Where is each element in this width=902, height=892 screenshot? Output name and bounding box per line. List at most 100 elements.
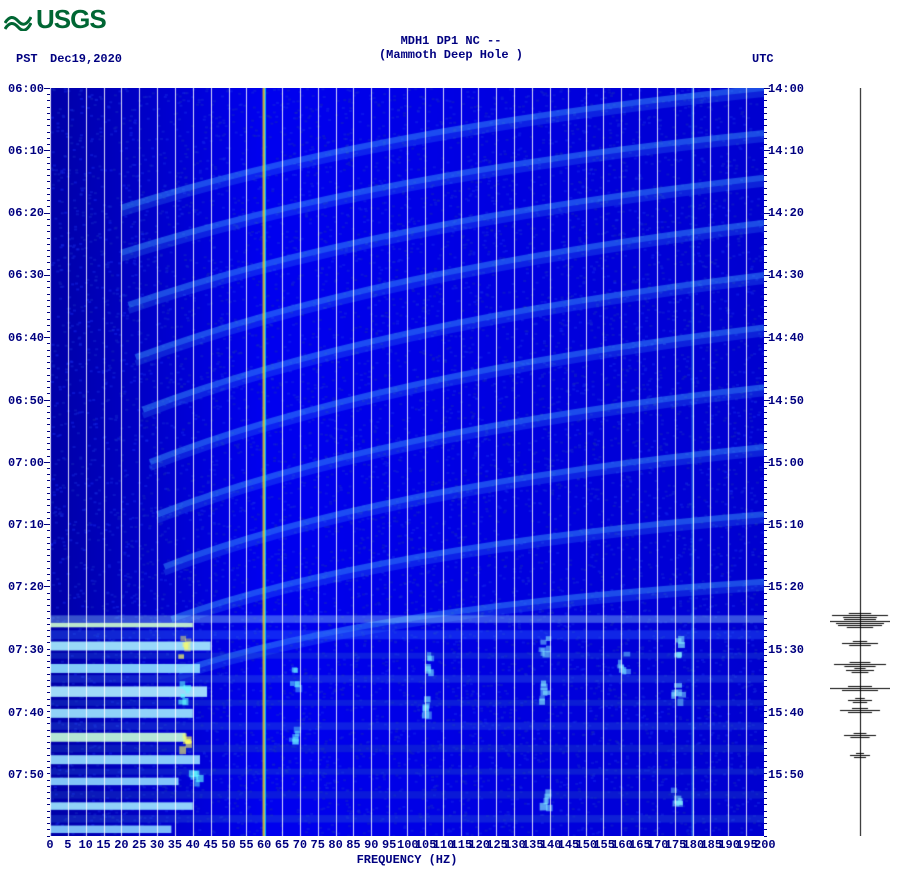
y-axis-right: 14:0014:1014:2014:3014:4014:5015:0015:10… xyxy=(768,88,810,836)
y-tick-mark xyxy=(764,175,767,176)
y-tick-mark xyxy=(764,748,767,749)
y-left-tick-label: 06:00 xyxy=(8,82,50,96)
y-tick-mark xyxy=(764,755,767,756)
y-tick-mark xyxy=(764,412,767,413)
utc-label: UTC xyxy=(752,52,774,66)
y-tick-mark xyxy=(764,829,767,830)
y-tick-mark xyxy=(764,262,767,263)
y-tick-mark xyxy=(764,269,767,270)
y-left-tick-label: 06:30 xyxy=(8,268,50,282)
usgs-text: USGS xyxy=(36,4,106,35)
y-tick-mark xyxy=(764,593,767,594)
y-right-tick-label: 14:00 xyxy=(768,82,810,96)
y-tick-mark xyxy=(764,437,767,438)
y-tick-mark xyxy=(764,543,767,544)
y-right-tick-label: 15:40 xyxy=(768,706,810,720)
y-tick-mark xyxy=(764,823,767,824)
station-id: MDH1 DP1 NC -- xyxy=(0,34,902,48)
y-tick-mark xyxy=(764,804,767,805)
y-tick-mark xyxy=(764,674,767,675)
y-right-tick-label: 15:20 xyxy=(768,580,810,594)
y-tick-mark xyxy=(764,767,767,768)
y-tick-mark xyxy=(764,132,767,133)
y-right-tick-label: 14:10 xyxy=(768,144,810,158)
y-tick-mark xyxy=(764,225,767,226)
spectrogram-canvas xyxy=(50,88,764,836)
y-axis-left: 06:0006:1006:2006:3006:4006:5007:0007:10… xyxy=(8,88,50,836)
y-tick-mark xyxy=(764,281,767,282)
y-tick-mark xyxy=(764,518,767,519)
y-tick-mark xyxy=(764,642,767,643)
y-tick-mark xyxy=(764,343,767,344)
y-tick-mark xyxy=(764,836,767,837)
y-tick-mark xyxy=(764,811,767,812)
y-tick-mark xyxy=(764,393,767,394)
y-tick-mark xyxy=(764,780,767,781)
y-tick-mark xyxy=(764,636,767,637)
y-tick-mark xyxy=(764,194,767,195)
y-tick-mark xyxy=(764,107,767,108)
y-tick-mark xyxy=(764,699,767,700)
y-tick-mark xyxy=(764,119,767,120)
y-tick-mark xyxy=(764,512,767,513)
y-tick-mark xyxy=(764,231,767,232)
y-tick-mark xyxy=(764,686,767,687)
y-right-tick-label: 15:00 xyxy=(768,456,810,470)
amplitude-strip xyxy=(830,88,890,836)
x-axis-title: FREQUENCY (HZ) xyxy=(50,853,764,867)
y-tick-mark xyxy=(764,294,767,295)
date-label: Dec19,2020 xyxy=(50,52,122,66)
y-tick-mark xyxy=(764,605,767,606)
y-tick-mark xyxy=(764,537,767,538)
y-tick-mark xyxy=(764,723,767,724)
y-tick-mark xyxy=(764,667,767,668)
y-tick-mark xyxy=(764,306,767,307)
y-tick-mark xyxy=(764,418,767,419)
y-tick-mark xyxy=(764,618,767,619)
y-tick-mark xyxy=(764,474,767,475)
y-tick-mark xyxy=(764,219,767,220)
y-left-tick-label: 06:50 xyxy=(8,394,50,408)
y-left-tick-label: 06:20 xyxy=(8,206,50,220)
y-tick-mark xyxy=(764,287,767,288)
spectrogram-plot xyxy=(50,88,764,836)
y-tick-mark xyxy=(764,649,767,650)
y-right-tick-label: 14:50 xyxy=(768,394,810,408)
y-right-tick-label: 14:30 xyxy=(768,268,810,282)
y-left-tick-label: 07:20 xyxy=(8,580,50,594)
y-tick-mark xyxy=(764,655,767,656)
y-tick-mark xyxy=(764,561,767,562)
y-right-tick-label: 14:40 xyxy=(768,331,810,345)
y-tick-mark xyxy=(764,624,767,625)
y-tick-mark xyxy=(764,169,767,170)
y-tick-mark xyxy=(764,188,767,189)
amplitude-canvas xyxy=(830,88,890,836)
y-tick-mark xyxy=(764,580,767,581)
y-tick-mark xyxy=(764,163,767,164)
y-tick-mark xyxy=(764,238,767,239)
y-tick-mark xyxy=(764,530,767,531)
y-tick-mark xyxy=(764,256,767,257)
y-tick-mark xyxy=(764,499,767,500)
y-tick-mark xyxy=(764,792,767,793)
y-tick-mark xyxy=(764,798,767,799)
y-tick-mark xyxy=(764,736,767,737)
y-tick-mark xyxy=(764,630,767,631)
y-right-tick-label: 14:20 xyxy=(768,206,810,220)
y-tick-mark xyxy=(764,611,767,612)
y-tick-mark xyxy=(764,717,767,718)
y-tick-mark xyxy=(764,200,767,201)
y-tick-mark xyxy=(764,730,767,731)
y-tick-mark xyxy=(764,100,767,101)
y-tick-mark xyxy=(764,431,767,432)
y-tick-mark xyxy=(764,680,767,681)
y-right-tick-label: 15:30 xyxy=(768,643,810,657)
y-tick-mark xyxy=(764,113,767,114)
y-tick-mark xyxy=(764,711,767,712)
y-tick-mark xyxy=(764,761,767,762)
y-left-tick-label: 07:30 xyxy=(8,643,50,657)
y-tick-mark xyxy=(764,406,767,407)
y-tick-mark xyxy=(764,424,767,425)
y-tick-mark xyxy=(764,443,767,444)
y-tick-mark xyxy=(764,449,767,450)
